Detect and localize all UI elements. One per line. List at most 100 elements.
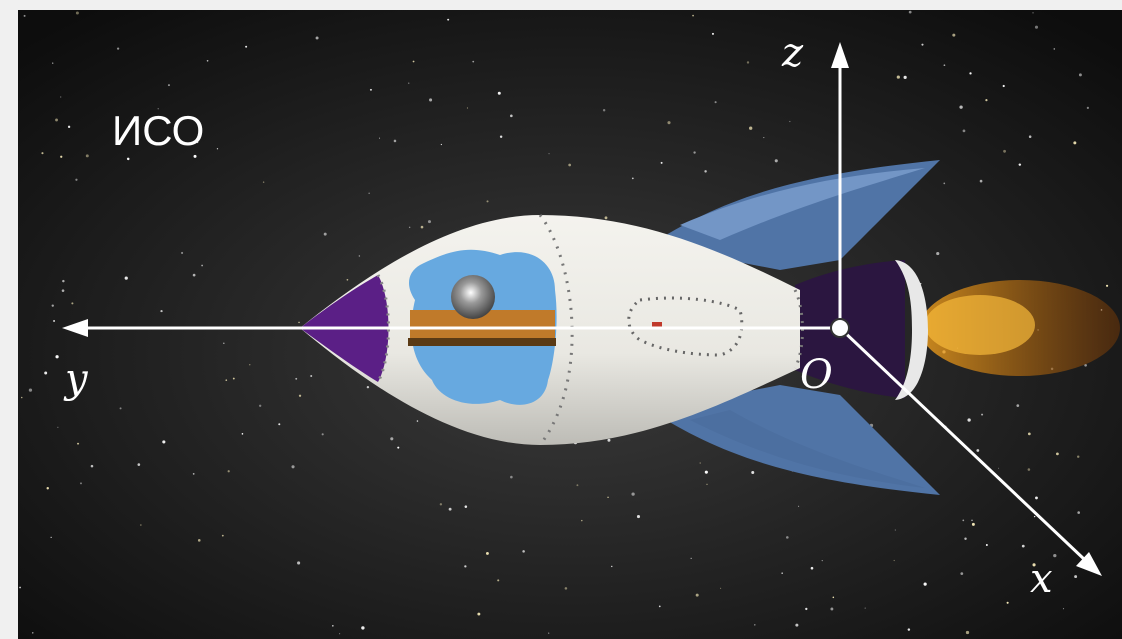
star [449,508,452,511]
star [904,76,907,79]
star [981,414,983,416]
star [91,465,94,468]
star [1007,602,1009,604]
star [60,156,62,158]
star [379,138,380,139]
star [944,64,946,66]
star [1079,73,1082,76]
star [985,99,987,101]
star [510,115,513,118]
star [1022,545,1025,548]
star [952,34,955,37]
star [242,433,244,435]
star [41,152,43,154]
star [1028,468,1031,471]
z-label: z [781,30,804,76]
star [691,558,692,559]
star [465,505,468,508]
star [1019,163,1021,165]
star [1003,150,1006,153]
star [897,75,900,78]
star [390,437,393,440]
star [201,265,203,267]
star [32,632,33,633]
star [21,397,23,399]
star [581,520,582,521]
star [62,280,64,282]
star [693,151,695,153]
star [798,506,799,507]
star [467,107,468,108]
star [55,119,58,122]
star [198,539,201,542]
star [222,535,224,537]
star [1028,433,1031,436]
star [568,164,571,167]
star [976,449,979,452]
star [763,137,764,138]
star [963,130,966,133]
star [605,216,608,219]
star [894,560,895,561]
star [969,72,971,74]
star [228,470,230,472]
star [367,386,369,388]
star [162,440,165,443]
star [607,439,610,442]
star [125,276,128,279]
star [822,560,823,561]
star [429,98,432,101]
star [347,279,349,281]
star [548,633,549,634]
star [160,310,162,312]
scene: ИСО z y O x [0,0,1122,639]
star [295,378,297,380]
star [53,320,55,322]
star [1003,85,1005,87]
star [833,597,835,599]
star [712,33,714,35]
star [936,252,939,255]
star [972,523,975,526]
star [576,484,578,486]
star [71,302,73,304]
star [77,443,79,445]
star [447,19,449,21]
star [44,371,47,374]
star [464,565,466,567]
star [421,226,424,229]
star [316,36,319,39]
star [408,83,409,84]
star [747,61,749,63]
star [1074,575,1077,578]
star [19,587,21,589]
star [413,61,415,63]
star [299,395,301,397]
star [369,193,370,194]
star [225,379,227,381]
star [967,418,970,421]
star [924,583,927,586]
star [830,608,833,611]
star [811,567,814,570]
star [715,101,717,103]
star [472,61,474,63]
star [921,44,923,46]
star [291,465,294,468]
star [263,181,264,182]
star [51,537,52,538]
star [705,471,708,474]
star [249,364,250,365]
star [193,274,196,277]
star [998,468,999,469]
star [394,140,397,143]
star [52,304,54,306]
star [959,105,962,108]
star [960,572,963,575]
star [310,375,312,377]
star [29,389,32,392]
star [632,178,634,180]
star [477,613,480,616]
star [789,121,790,122]
star [120,407,122,409]
